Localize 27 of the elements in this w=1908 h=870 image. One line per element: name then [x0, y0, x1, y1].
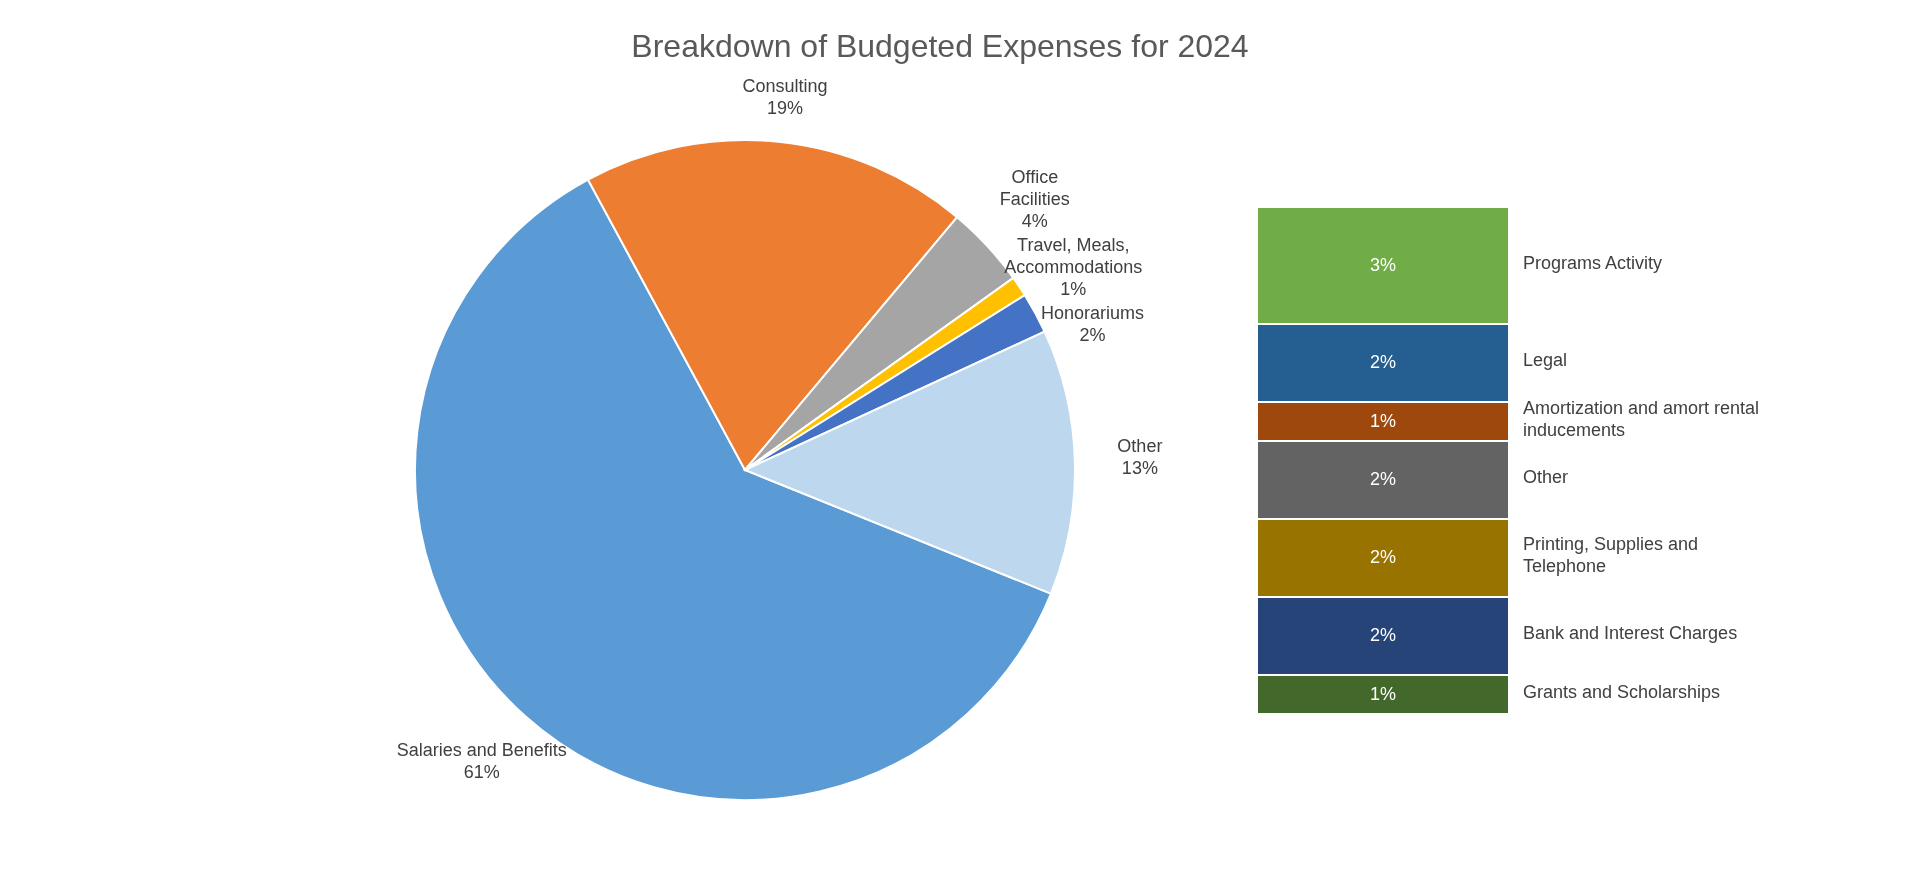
slice-label: Honorariums: [1040, 302, 1144, 323]
slice-label: Other: [1117, 436, 1163, 457]
slice-label: Office Facilities: [999, 166, 1070, 209]
data-label: 2%: [1079, 324, 1106, 345]
data-label: 4%: [1021, 210, 1048, 231]
data-label: 2%: [1369, 547, 1397, 567]
series-label: Other: [1523, 467, 1569, 487]
slice-label: Travel, Meals, Accommodations: [1004, 234, 1143, 277]
data-label: 61%: [463, 762, 500, 783]
data-label: 1%: [1369, 683, 1397, 704]
data-label: 1%: [1060, 278, 1087, 299]
data-label: 2%: [1369, 352, 1397, 372]
series-label: Printing, Supplies and Telephone: [1523, 534, 1699, 576]
data-label: 1%: [1369, 410, 1397, 431]
slice-label: Salaries and Benefits: [396, 740, 567, 761]
series-label: Bank and Interest Charges: [1523, 623, 1738, 643]
data-label: 13%: [1121, 458, 1158, 479]
data-label: 2%: [1369, 469, 1397, 489]
series-label: Grants and Scholarships: [1523, 681, 1721, 702]
series-label: Amortization and amort rental inducements: [1523, 397, 1760, 440]
slice-label: Consulting: [742, 76, 828, 96]
data-label: 3%: [1369, 254, 1397, 275]
series-label: Legal: [1523, 350, 1568, 370]
data-label: 2%: [1369, 625, 1397, 645]
chart-title: Breakdown of Budgeted Expenses for 2024: [630, 28, 1250, 65]
series-label: Programs Activity: [1523, 252, 1663, 273]
data-label: 19%: [766, 98, 803, 118]
